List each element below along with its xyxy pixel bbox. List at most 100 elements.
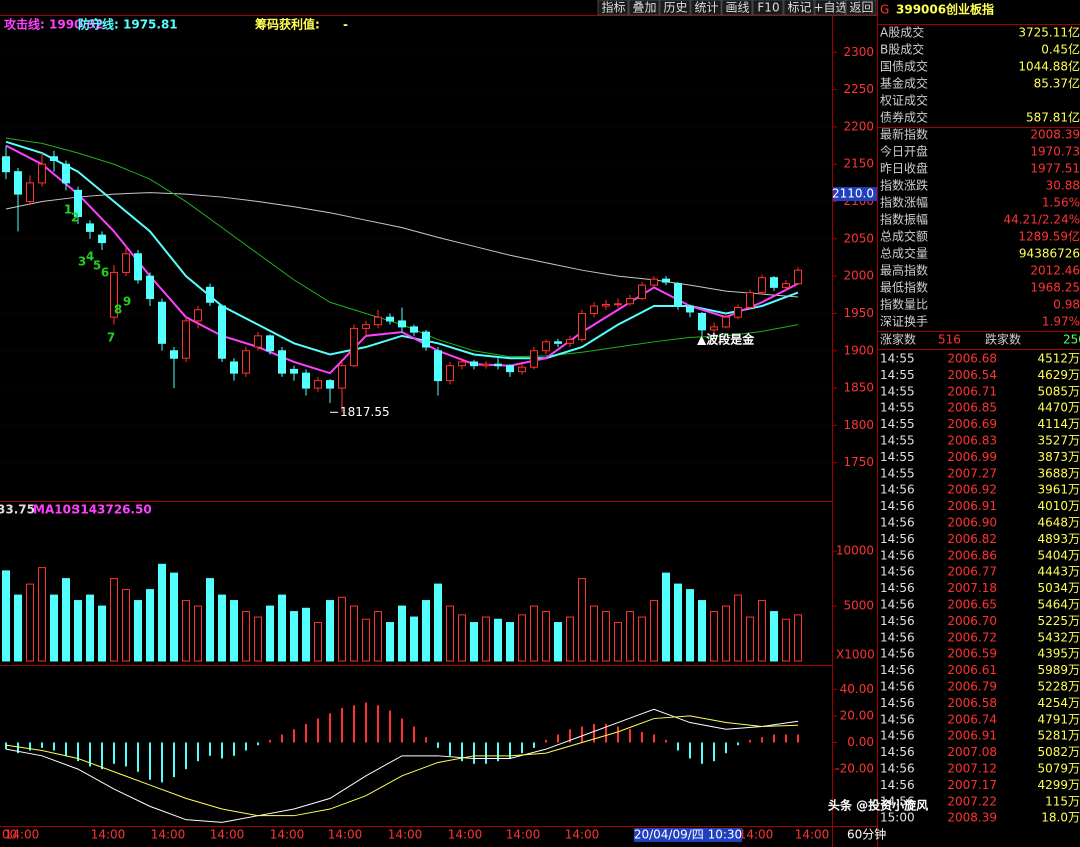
- trade-price: 2007.18: [947, 581, 997, 595]
- volume-bar: [122, 589, 130, 662]
- candle-body: [782, 283, 790, 288]
- stat-label: 指数涨幅: [880, 195, 928, 210]
- candle-body: [398, 320, 406, 328]
- candle-body: [698, 312, 706, 331]
- candle-body: [590, 305, 598, 314]
- candle-body: [338, 365, 346, 389]
- candle-body: [422, 331, 430, 348]
- trade-volume: 5082万: [1037, 745, 1080, 759]
- trade-price: 2006.72: [947, 630, 997, 644]
- legend-value: 1975.81: [123, 18, 178, 32]
- volume-unit: X1000: [836, 648, 875, 662]
- trade-time: 14:56: [880, 696, 915, 710]
- trade-price: 2006.77: [947, 565, 997, 579]
- candle-body: [734, 306, 742, 318]
- trade-price: 2006.79: [947, 680, 997, 694]
- trade-time: 14:55: [880, 368, 915, 382]
- toolbar-button-bg: [597, 0, 629, 16]
- trade-volume: 115万: [1045, 794, 1080, 808]
- volume-bar: [278, 594, 286, 662]
- toolbar-button-bg: [628, 0, 660, 16]
- trade-price: 2006.59: [947, 647, 997, 661]
- trade-volume: 4010万: [1037, 499, 1080, 513]
- breadth-value: 516: [938, 333, 961, 347]
- toolbar-button[interactable]: 标记: [787, 1, 811, 15]
- candle-body: [26, 182, 34, 203]
- toolbar-button[interactable]: 历史: [663, 1, 687, 15]
- volume-bar: [26, 583, 34, 662]
- candle-body: [230, 361, 238, 374]
- volume-bar: [350, 605, 358, 662]
- x-tick-label: 14:00: [448, 828, 483, 842]
- cursor-label: 20/04/09/四 10:30: [634, 828, 742, 842]
- price-tag: 2110.0: [832, 187, 874, 201]
- volume-bar: [758, 600, 766, 662]
- trade-price: 2006.54: [947, 368, 997, 382]
- candle-body: [38, 163, 46, 184]
- volume-bar: [230, 600, 238, 662]
- stat-label: 昨日收盘: [880, 161, 928, 176]
- toolbar-button[interactable]: 指标: [601, 0, 625, 15]
- candle-body: [758, 277, 766, 294]
- x-tick-label: 14:00: [565, 828, 600, 842]
- volume-bar: [182, 600, 190, 662]
- candle-body: [410, 326, 418, 333]
- trade-time: 14:56: [880, 548, 915, 562]
- td-count: 6: [101, 266, 109, 280]
- trade-price: 2006.86: [947, 548, 997, 562]
- toolbar-button-bg: [659, 0, 691, 16]
- trade-price: 2006.82: [947, 532, 997, 546]
- candle-body: [254, 335, 262, 348]
- stat-label: 最低指数: [880, 280, 928, 295]
- x-tick-label: 14:00: [388, 828, 423, 842]
- candle-body: [50, 156, 58, 161]
- stat-value: 44.21/2.24%: [1003, 213, 1080, 227]
- trade-time: 14:56: [880, 647, 915, 661]
- y-tick-label: 1900: [843, 343, 874, 357]
- toolbar-button[interactable]: +自选: [813, 1, 847, 15]
- candle-body: [14, 171, 22, 195]
- volume-bar: [194, 605, 202, 662]
- candle-body: [350, 327, 358, 367]
- stat-label: 总成交量: [880, 246, 928, 261]
- stock-code: 399006: [896, 3, 946, 17]
- volume-bar: [14, 594, 22, 662]
- candle-body: [722, 316, 730, 328]
- toolbar-button[interactable]: 叠加: [632, 1, 656, 15]
- toolbar-button[interactable]: 画线: [725, 1, 749, 15]
- trade-price: 2008.39: [947, 811, 997, 825]
- stat-value: 85.37亿: [1034, 76, 1080, 91]
- stat-label: 总成交额: [880, 229, 928, 244]
- trade-time: 14:55: [880, 450, 915, 464]
- stat-value: 0.98: [1053, 298, 1080, 312]
- stat-label: 最高指数: [880, 263, 928, 278]
- volume-bar: [566, 616, 574, 662]
- trade-price: 2006.74: [947, 712, 997, 726]
- price-tag-bg: [833, 187, 877, 202]
- volume-bar: [482, 616, 490, 662]
- candle-body: [2, 156, 10, 173]
- toolbar-button[interactable]: F10: [757, 1, 779, 15]
- stat-value: 1970.73: [1030, 145, 1080, 159]
- trade-price: 2006.65: [947, 598, 997, 612]
- trade-time: 14:56: [880, 499, 915, 513]
- breadth-label: 跌家数: [985, 332, 1021, 347]
- stat-label: 今日开盘: [880, 144, 928, 159]
- volume-bar: [314, 622, 322, 662]
- y-tick-label: 5000: [843, 599, 874, 613]
- volume-bar: [434, 583, 442, 662]
- trade-time: 14:56: [880, 565, 915, 579]
- candle-body: [374, 316, 382, 326]
- legend-label: 攻击线:: [4, 17, 45, 32]
- volume-bar: [446, 605, 454, 662]
- toolbar-button[interactable]: 返回: [849, 1, 873, 15]
- trade-volume: 5225万: [1037, 614, 1080, 628]
- stat-label: 指数量比: [880, 297, 928, 312]
- candle-body: [554, 341, 562, 344]
- volume-bar: [782, 618, 790, 662]
- trade-price: 2006.91: [947, 729, 997, 743]
- volume-bar: [326, 600, 334, 662]
- toolbar-button[interactable]: 统计: [694, 1, 718, 15]
- breadth-label: 涨家数: [880, 332, 916, 347]
- td-count: 2: [71, 211, 79, 225]
